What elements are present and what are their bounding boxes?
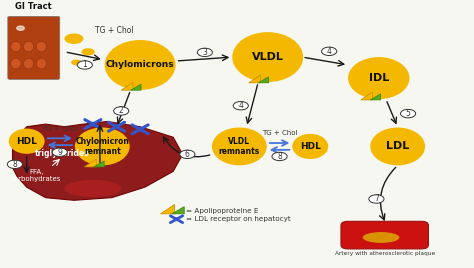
Polygon shape — [249, 75, 261, 83]
Ellipse shape — [75, 128, 130, 165]
Text: GI Tract: GI Tract — [15, 2, 52, 11]
Text: HDL: HDL — [16, 137, 37, 146]
Text: 8: 8 — [12, 160, 17, 169]
Circle shape — [369, 195, 384, 203]
Circle shape — [17, 26, 24, 30]
Ellipse shape — [10, 58, 21, 69]
Circle shape — [321, 47, 337, 55]
Ellipse shape — [370, 128, 425, 165]
Ellipse shape — [232, 32, 303, 82]
Circle shape — [64, 34, 83, 44]
Text: Chylomicron
remnant: Chylomicron remnant — [75, 137, 129, 156]
Text: TG + Chol: TG + Chol — [42, 126, 78, 132]
Text: LDL: LDL — [386, 142, 410, 151]
Ellipse shape — [23, 41, 34, 52]
Text: TG + Chol: TG + Chol — [262, 131, 297, 136]
Text: Chylomicrons: Chylomicrons — [106, 61, 174, 69]
Circle shape — [114, 107, 129, 115]
Polygon shape — [131, 84, 141, 90]
Polygon shape — [94, 161, 104, 167]
Polygon shape — [361, 92, 373, 100]
Circle shape — [82, 48, 95, 55]
Text: 1: 1 — [82, 61, 87, 69]
Text: 2: 2 — [119, 106, 124, 116]
Circle shape — [401, 109, 416, 118]
Circle shape — [174, 218, 179, 220]
Ellipse shape — [363, 232, 399, 243]
Text: = Apolipoproteine E: = Apolipoproteine E — [186, 208, 258, 214]
Text: = LDL receptor on hepatocyt: = LDL receptor on hepatocyt — [186, 216, 291, 222]
Text: 7: 7 — [374, 195, 379, 203]
Circle shape — [197, 48, 212, 57]
Text: 9: 9 — [57, 148, 62, 157]
Text: HDL: HDL — [300, 142, 321, 151]
Circle shape — [272, 152, 287, 161]
Text: IDL: IDL — [369, 73, 389, 83]
Polygon shape — [12, 121, 182, 200]
Circle shape — [71, 59, 82, 65]
Ellipse shape — [212, 128, 267, 165]
Circle shape — [137, 128, 143, 131]
Polygon shape — [258, 77, 269, 83]
Text: TG + Chol: TG + Chol — [95, 26, 134, 35]
Ellipse shape — [36, 58, 46, 69]
Text: 3: 3 — [202, 48, 207, 57]
Text: 8: 8 — [277, 152, 282, 161]
Circle shape — [114, 125, 119, 128]
Ellipse shape — [23, 58, 34, 69]
Text: Artery with atherosclerotic plaque: Artery with atherosclerotic plaque — [335, 251, 435, 256]
Polygon shape — [370, 94, 381, 100]
Text: 6: 6 — [185, 150, 190, 159]
Circle shape — [233, 102, 248, 110]
Text: VLDL
remnants: VLDL remnants — [219, 137, 260, 156]
Circle shape — [77, 61, 92, 69]
Polygon shape — [84, 159, 96, 167]
FancyBboxPatch shape — [8, 16, 60, 79]
Text: FFA,
carbohydrates: FFA, carbohydrates — [11, 169, 61, 182]
Ellipse shape — [348, 57, 410, 99]
Circle shape — [180, 150, 195, 158]
Text: 4: 4 — [238, 101, 243, 110]
FancyBboxPatch shape — [341, 221, 428, 249]
Ellipse shape — [36, 41, 46, 52]
Text: VLDL: VLDL — [252, 52, 283, 62]
Circle shape — [90, 122, 96, 126]
Ellipse shape — [10, 41, 21, 52]
Text: 5: 5 — [406, 109, 410, 118]
Text: triglycerides: triglycerides — [35, 148, 90, 158]
Circle shape — [52, 148, 67, 157]
Text: 4: 4 — [327, 47, 332, 56]
Polygon shape — [160, 204, 174, 214]
Polygon shape — [172, 207, 184, 214]
Polygon shape — [121, 82, 133, 90]
Ellipse shape — [292, 134, 328, 159]
Ellipse shape — [9, 129, 45, 154]
Ellipse shape — [105, 40, 175, 90]
Ellipse shape — [64, 180, 121, 197]
Circle shape — [7, 160, 22, 169]
